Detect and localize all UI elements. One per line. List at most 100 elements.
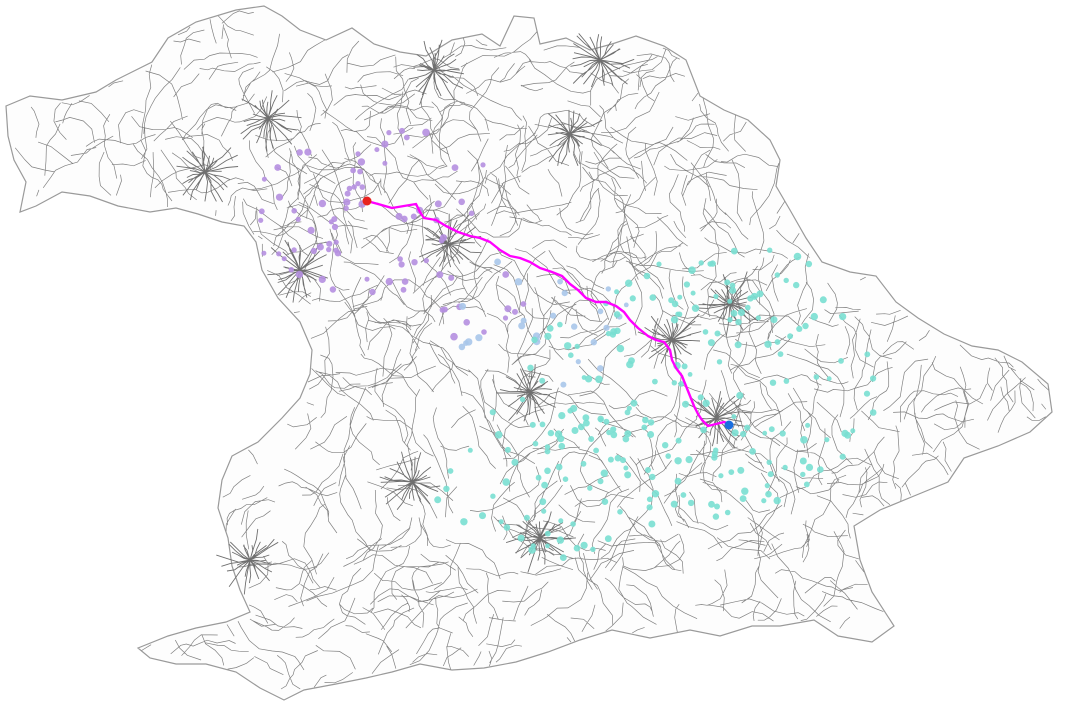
highlighted-node [697, 394, 704, 401]
highlighted-node [458, 343, 466, 351]
highlighted-node [580, 460, 587, 467]
highlighted-node [675, 437, 682, 444]
highlighted-node [434, 200, 442, 208]
highlighted-node [331, 223, 339, 231]
highlighted-nodes [258, 127, 877, 561]
highlighted-node [333, 239, 339, 245]
highlighted-node [805, 463, 814, 471]
highlighted-node [318, 199, 327, 208]
highlighted-node [642, 416, 649, 424]
highlighted-node [422, 128, 430, 137]
city-cluster [570, 33, 635, 88]
highlighted-node [343, 205, 349, 211]
highlighted-node [603, 418, 610, 425]
highlighted-node [467, 447, 473, 453]
highlighted-node [410, 213, 417, 220]
highlighted-node [436, 271, 444, 279]
highlighted-node [793, 281, 800, 289]
highlighted-node [646, 496, 653, 503]
highlighted-node [736, 391, 744, 400]
highlighted-node [629, 295, 636, 302]
highlighted-node [674, 457, 682, 465]
highlighted-node [401, 215, 408, 223]
highlighted-node [590, 546, 596, 552]
highlighted-node [504, 305, 512, 313]
highlighted-node [796, 325, 803, 332]
highlighted-node [646, 504, 653, 511]
highlighted-node [624, 430, 632, 438]
highlighted-node [641, 424, 648, 431]
highlighted-node [839, 313, 847, 321]
highlighted-node [481, 329, 487, 335]
shortest-route-line [365, 199, 732, 428]
highlighted-node [622, 435, 630, 443]
highlighted-node [291, 247, 297, 253]
highlighted-node [597, 365, 604, 372]
highlighted-node [458, 198, 466, 206]
highlighted-node [604, 535, 612, 543]
highlighted-node [459, 302, 467, 310]
highlighted-node [614, 289, 620, 295]
highlighted-node [519, 396, 526, 403]
highlighted-node [460, 518, 468, 526]
highlighted-node [514, 278, 523, 286]
highlighted-node [728, 469, 735, 475]
highlighted-node [731, 429, 739, 437]
city-cluster [240, 90, 302, 152]
highlighted-node [702, 399, 710, 407]
highlighted-node [448, 274, 455, 281]
highlighted-node [652, 378, 658, 385]
highlighted-node [443, 485, 450, 492]
highlighted-node [755, 315, 761, 321]
highlighted-node [346, 185, 353, 192]
highlighted-node [610, 431, 618, 439]
highlighted-node [800, 471, 806, 478]
highlighted-node [668, 297, 675, 304]
highlighted-node [331, 216, 338, 223]
highlighted-node [805, 260, 813, 268]
highlighted-node [773, 496, 781, 505]
highlighted-node [583, 419, 590, 427]
city-cluster [408, 39, 464, 106]
highlighted-node [597, 478, 604, 485]
road-segments [14, 10, 1050, 690]
highlighted-node [494, 258, 501, 266]
highlighted-node [774, 272, 780, 278]
highlighted-node [532, 440, 539, 447]
highlighted-node [707, 339, 715, 347]
highlighted-node [783, 378, 790, 384]
highlighted-node [737, 308, 746, 317]
highlighted-node [724, 279, 731, 286]
highlighted-node [351, 184, 357, 190]
end-marker [724, 420, 734, 430]
highlighted-node [502, 271, 510, 278]
highlighted-node [702, 329, 709, 335]
highlighted-node [744, 424, 751, 431]
highlighted-node [765, 490, 772, 498]
highlighted-node [734, 341, 742, 349]
highlighted-node [559, 554, 567, 561]
highlighted-node [318, 275, 326, 283]
highlighted-node [700, 426, 707, 434]
road-network [14, 10, 1050, 690]
highlighted-node [595, 375, 603, 384]
highlighted-node [819, 296, 827, 304]
highlighted-node [503, 524, 511, 531]
city-cluster [379, 451, 441, 510]
highlighted-node [558, 412, 566, 420]
highlighted-node [304, 148, 312, 156]
highlighted-node [517, 534, 525, 542]
highlighted-node [465, 338, 473, 346]
highlighted-node [800, 436, 808, 444]
highlighted-node [683, 281, 691, 288]
highlighted-node [625, 279, 633, 287]
highlighted-node [727, 317, 733, 323]
highlighted-node [656, 261, 662, 267]
highlighted-node [716, 359, 723, 365]
highlighted-node [864, 351, 871, 358]
highlighted-node [802, 322, 809, 330]
highlighted-node [261, 176, 267, 182]
highlighted-node [714, 330, 721, 337]
highlighted-node [614, 327, 621, 335]
